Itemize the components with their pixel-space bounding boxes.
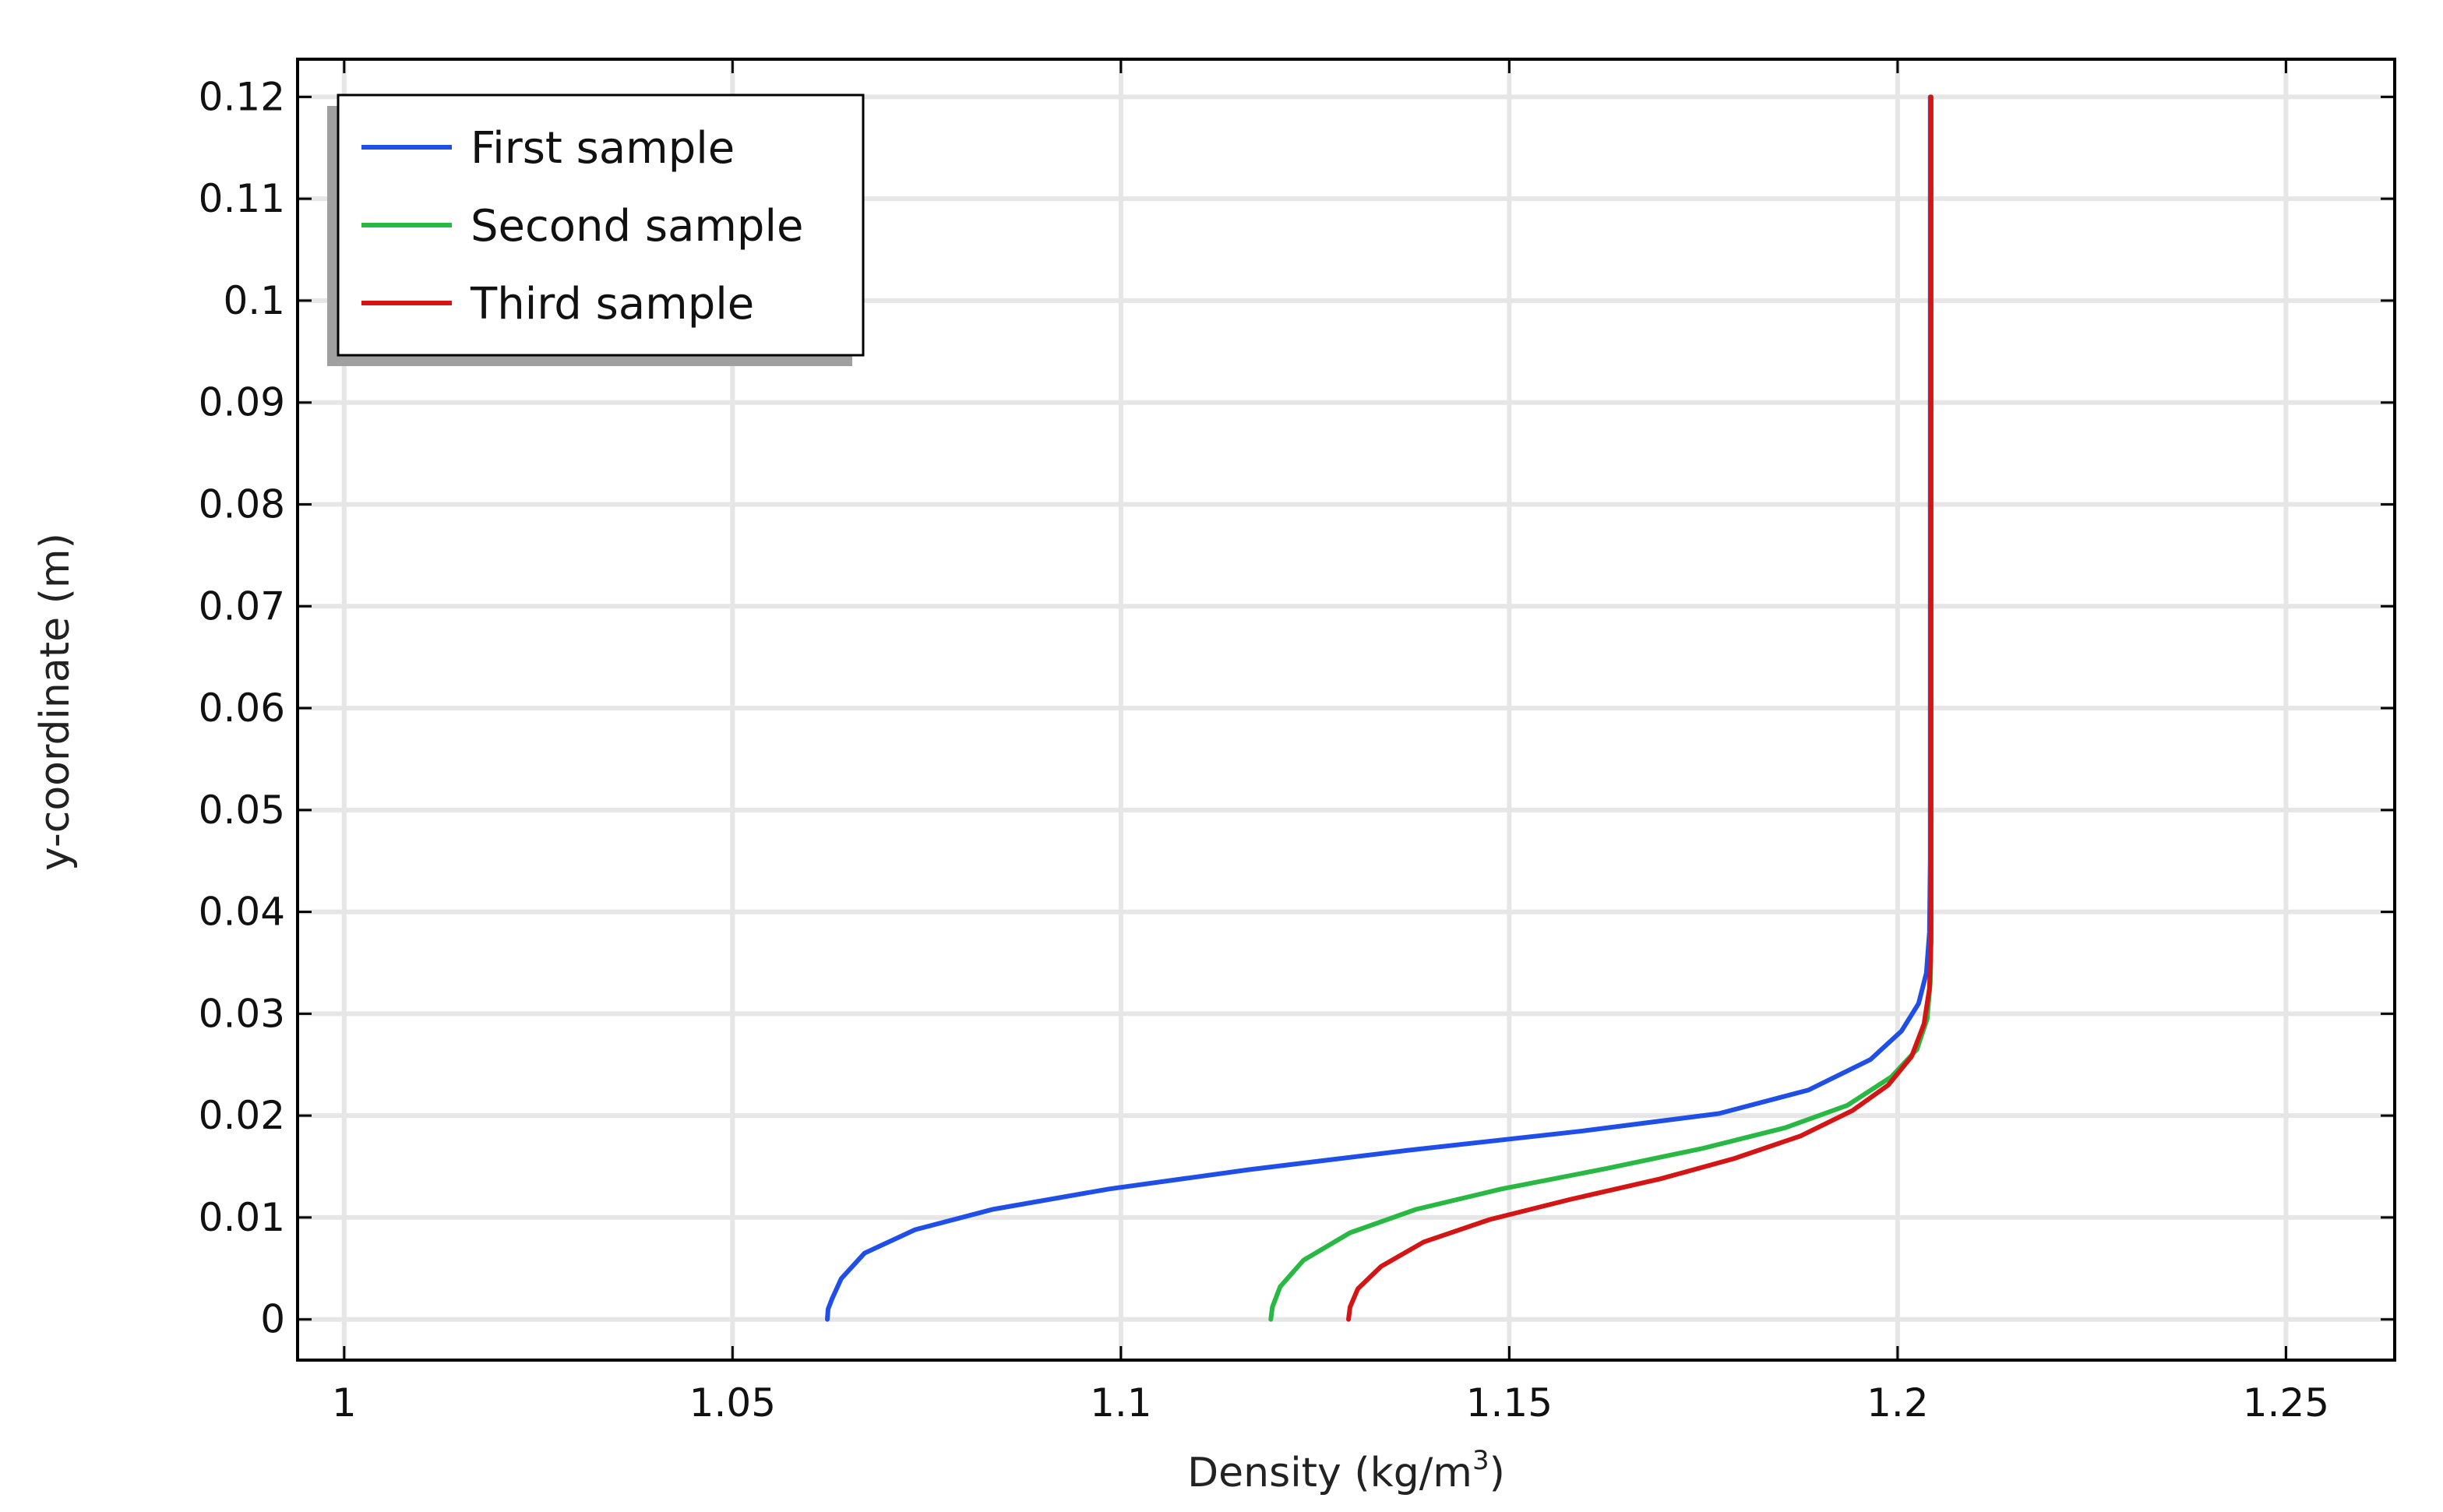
y-tick-label: 0.1 [223, 278, 285, 323]
series-line-3 [1346, 94, 1934, 1322]
grid-lines [298, 59, 2395, 1360]
legend: First sample Second sample Third sample [327, 93, 865, 366]
y-axis-title: y-coordinate (m) [32, 533, 79, 871]
legend-label-3: Third sample [470, 279, 754, 330]
y-tick-label: 0.03 [199, 991, 285, 1036]
axis-ticks [298, 59, 2395, 1360]
y-tick-label: 0.07 [199, 583, 285, 629]
x-axis-title: Density (kg/m3) [1187, 1445, 1505, 1496]
x-tick-label: 1.25 [2243, 1380, 2329, 1426]
data-series [825, 94, 1934, 1322]
x-tick-label: 1 [332, 1380, 357, 1426]
y-tick-label: 0.08 [199, 481, 285, 527]
y-tick-labels: 0 0.01 0.02 0.03 0.04 0.05 0.06 0.07 0.08 0.09 0.1… [199, 74, 285, 1341]
y-tick-label: 0.02 [199, 1093, 285, 1138]
y-tick-label: 0.05 [199, 788, 285, 833]
x-tick-label: 1.2 [1867, 1380, 1929, 1426]
x-tick-label: 1.05 [689, 1380, 776, 1426]
plot-frame [296, 58, 2396, 1362]
y-tick-label: 0.01 [199, 1195, 285, 1240]
legend-label-2: Second sample [471, 201, 804, 252]
legend-label-1: First sample [471, 123, 735, 174]
y-tick-label: 0.06 [199, 686, 285, 731]
y-tick-label: 0 [260, 1297, 285, 1342]
y-tick-label: 0.09 [199, 380, 285, 425]
y-tick-label: 0.11 [199, 176, 285, 221]
y-tick-label: 0.04 [199, 890, 285, 935]
y-tick-label: 0.12 [199, 74, 285, 119]
legend-entries: First sample Second sample Third sample [361, 123, 804, 330]
x-tick-label: 1.15 [1466, 1380, 1553, 1426]
x-tick-label: 1.1 [1090, 1380, 1152, 1426]
x-tick-labels: 1 1.05 1.1 1.15 1.2 1.25 [332, 1380, 2329, 1426]
